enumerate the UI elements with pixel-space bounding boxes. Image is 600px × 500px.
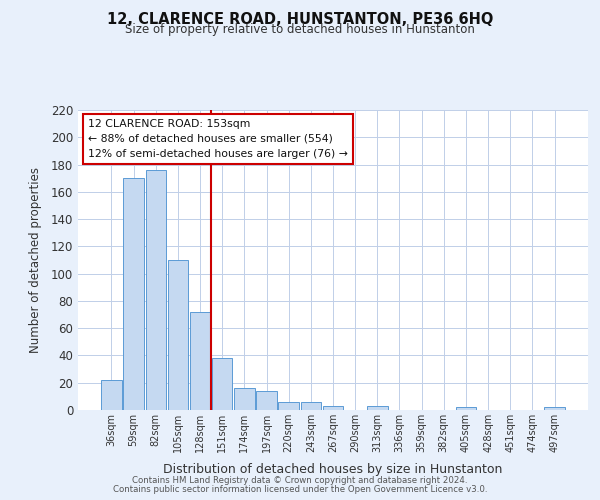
Bar: [323, 406, 343, 410]
Text: 12, CLARENCE ROAD, HUNSTANTON, PE36 6HQ: 12, CLARENCE ROAD, HUNSTANTON, PE36 6HQ: [107, 12, 493, 28]
Bar: [278, 402, 299, 410]
Text: 12 CLARENCE ROAD: 153sqm
← 88% of detached houses are smaller (554)
12% of semi-: 12 CLARENCE ROAD: 153sqm ← 88% of detach…: [88, 119, 348, 158]
Bar: [146, 170, 166, 410]
X-axis label: Distribution of detached houses by size in Hunstanton: Distribution of detached houses by size …: [163, 464, 503, 476]
Bar: [367, 406, 388, 410]
Bar: [256, 391, 277, 410]
Text: Contains public sector information licensed under the Open Government Licence v3: Contains public sector information licen…: [113, 485, 487, 494]
Bar: [212, 358, 232, 410]
Bar: [234, 388, 254, 410]
Bar: [167, 260, 188, 410]
Text: Contains HM Land Registry data © Crown copyright and database right 2024.: Contains HM Land Registry data © Crown c…: [132, 476, 468, 485]
Bar: [124, 178, 144, 410]
Bar: [544, 408, 565, 410]
Bar: [190, 312, 210, 410]
Bar: [301, 402, 321, 410]
Bar: [456, 408, 476, 410]
Y-axis label: Number of detached properties: Number of detached properties: [29, 167, 43, 353]
Bar: [101, 380, 122, 410]
Text: Size of property relative to detached houses in Hunstanton: Size of property relative to detached ho…: [125, 22, 475, 36]
